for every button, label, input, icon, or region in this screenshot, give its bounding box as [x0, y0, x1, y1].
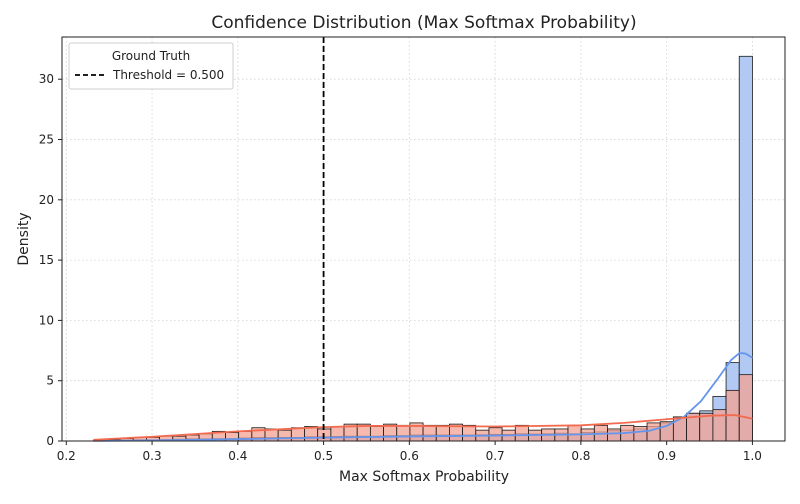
histogram-bar [712, 409, 727, 442]
kde-layer [93, 352, 753, 442]
kde-curve-2 [93, 414, 753, 441]
y-axis-label: Density [16, 212, 32, 265]
histogram-bar [514, 424, 529, 442]
y-tick-label: 25 [39, 133, 54, 147]
grid-layer [62, 37, 785, 442]
legend-threshold-label: Threshold = 0.500 [112, 68, 224, 82]
histogram-bar [435, 424, 450, 442]
x-tick-label: 0.4 [228, 449, 247, 463]
x-tick-label: 0.6 [400, 449, 419, 463]
y-tick-label: 30 [39, 72, 54, 86]
histogram-bar [699, 412, 714, 442]
histogram-bar [488, 427, 503, 442]
y-tick-label: 0 [46, 434, 54, 448]
x-tick-label: 0.8 [571, 449, 590, 463]
histogram-bar [277, 429, 292, 442]
histogram-bar [633, 426, 648, 442]
histogram-bar [646, 422, 661, 442]
x-tick-label: 1.0 [743, 449, 762, 463]
x-tick-label: 0.7 [486, 449, 505, 463]
histogram-series-2 [93, 374, 753, 442]
histogram-bar [607, 428, 622, 442]
y-tick-label: 5 [46, 374, 54, 388]
x-ticks: 0.2 0.3 0.4 0.5 0.6 0.7 0.8 0.9 1.0 [57, 441, 762, 463]
legend: Ground Truth Threshold = 0.500 [68, 42, 234, 90]
x-axis-label: Max Softmax Probability [339, 469, 509, 485]
histogram-bar [330, 426, 345, 442]
plot-frame [61, 36, 786, 442]
histogram-bar [659, 421, 674, 442]
y-tick-label: 15 [39, 253, 54, 267]
legend-title: Ground Truth [112, 49, 190, 63]
histogram-bar [396, 424, 411, 442]
y-ticks: 0 5 10 15 20 25 30 [39, 72, 62, 448]
histogram-bar [567, 424, 582, 442]
histogram-series-1 [93, 55, 753, 442]
y-tick-label: 10 [39, 313, 54, 327]
chart-title: Confidence Distribution (Max Softmax Pro… [211, 13, 636, 33]
histogram-bar [369, 426, 384, 442]
bars-layer [93, 55, 753, 442]
kde-curve-1 [93, 352, 753, 442]
y-tick-label: 20 [39, 193, 54, 207]
histogram-bar [462, 424, 477, 442]
histogram-bar [422, 424, 437, 442]
histogram-bar [738, 374, 753, 442]
legend-box [68, 42, 234, 90]
x-tick-label: 0.3 [143, 449, 162, 463]
x-tick-label: 0.5 [314, 449, 333, 463]
x-tick-label: 0.9 [657, 449, 676, 463]
x-tick-label: 0.2 [57, 449, 76, 463]
